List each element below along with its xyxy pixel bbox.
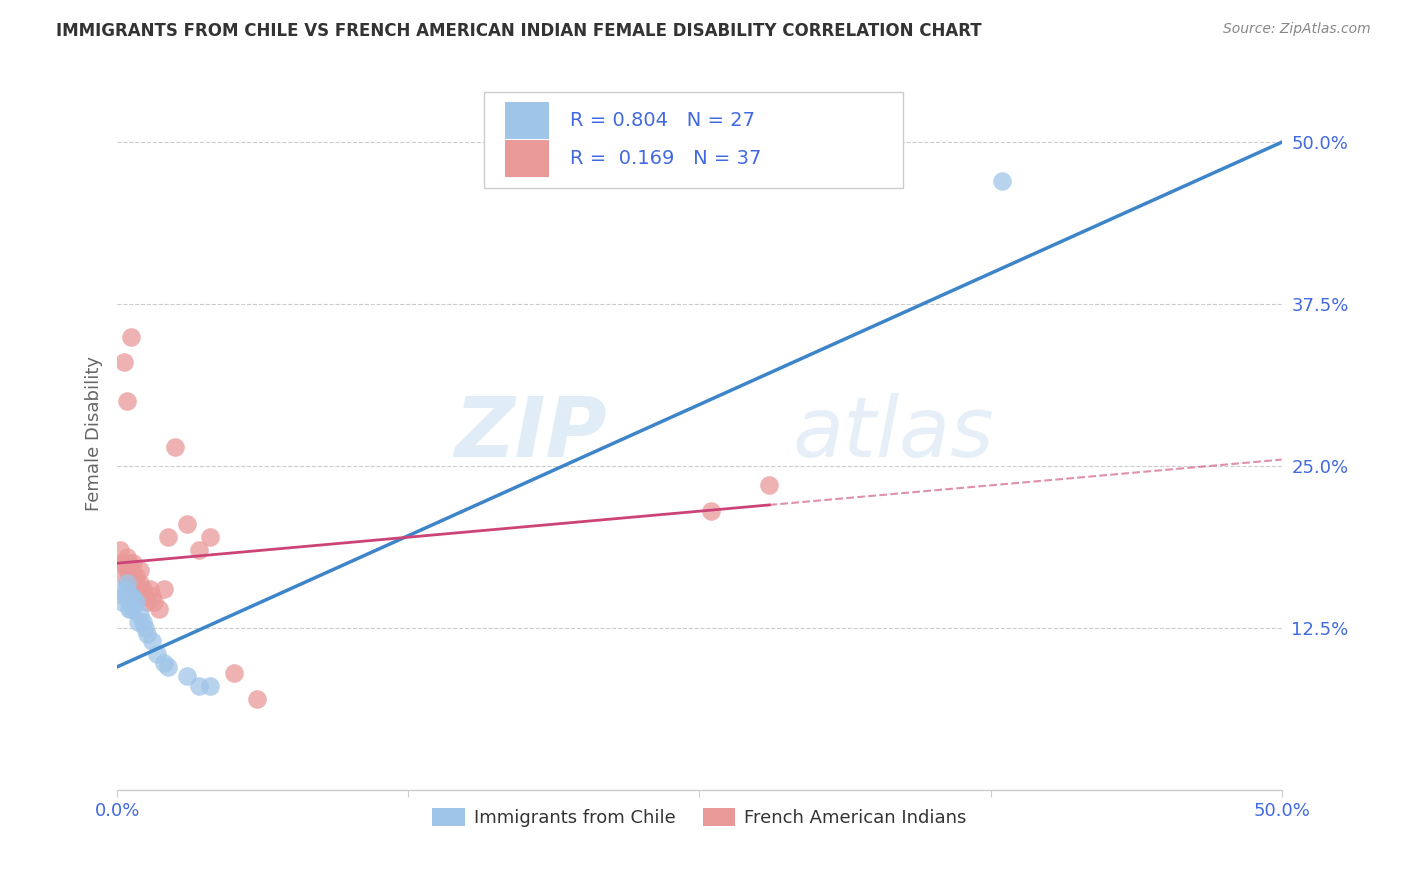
Point xyxy=(991,174,1014,188)
Point xyxy=(115,549,138,564)
Point xyxy=(125,575,148,590)
Point xyxy=(112,355,135,369)
Point xyxy=(111,595,134,609)
Point xyxy=(146,647,169,661)
Text: Source: ZipAtlas.com: Source: ZipAtlas.com xyxy=(1223,22,1371,37)
Point xyxy=(141,634,163,648)
FancyBboxPatch shape xyxy=(505,103,550,139)
Point xyxy=(118,589,141,603)
Text: R =  0.169   N = 37: R = 0.169 N = 37 xyxy=(571,149,762,169)
Point xyxy=(108,543,131,558)
Text: IMMIGRANTS FROM CHILE VS FRENCH AMERICAN INDIAN FEMALE DISABILITY CORRELATION CH: IMMIGRANTS FROM CHILE VS FRENCH AMERICAN… xyxy=(56,22,981,40)
Point xyxy=(246,692,269,706)
Point xyxy=(129,608,152,623)
Point xyxy=(125,595,148,609)
Point xyxy=(127,582,149,596)
Point xyxy=(176,669,198,683)
Point xyxy=(122,599,145,613)
Text: atlas: atlas xyxy=(793,393,994,475)
Point xyxy=(118,595,141,609)
Point xyxy=(141,589,163,603)
Point xyxy=(700,504,723,518)
Point xyxy=(111,556,134,570)
Point xyxy=(136,627,159,641)
Point xyxy=(112,589,135,603)
Point xyxy=(115,582,138,596)
Point xyxy=(112,556,135,570)
Point xyxy=(118,601,141,615)
Y-axis label: Female Disability: Female Disability xyxy=(86,356,103,511)
Point xyxy=(129,563,152,577)
Text: ZIP: ZIP xyxy=(454,393,606,475)
Point xyxy=(118,556,141,570)
Point xyxy=(187,679,209,693)
Point xyxy=(134,589,156,603)
Point xyxy=(200,530,222,544)
Point xyxy=(120,575,142,590)
FancyBboxPatch shape xyxy=(484,92,903,188)
Legend: Immigrants from Chile, French American Indians: Immigrants from Chile, French American I… xyxy=(425,800,974,834)
Point xyxy=(165,440,187,454)
Point xyxy=(112,582,135,596)
Point xyxy=(115,575,138,590)
Point xyxy=(120,595,142,609)
FancyBboxPatch shape xyxy=(505,140,550,178)
Point xyxy=(152,582,174,596)
Point xyxy=(134,621,156,635)
Point xyxy=(112,569,135,583)
Point xyxy=(120,563,142,577)
Point xyxy=(132,582,155,596)
Point xyxy=(120,589,142,603)
Point xyxy=(187,543,209,558)
Point xyxy=(139,582,162,596)
Point xyxy=(200,679,222,693)
Point xyxy=(157,530,180,544)
Point xyxy=(118,569,141,583)
Point xyxy=(122,591,145,606)
Point xyxy=(176,517,198,532)
Point xyxy=(157,660,180,674)
Point xyxy=(115,563,138,577)
Point xyxy=(122,569,145,583)
Point xyxy=(143,595,166,609)
Point xyxy=(129,575,152,590)
Point xyxy=(115,394,138,409)
Point xyxy=(125,569,148,583)
Text: R = 0.804   N = 27: R = 0.804 N = 27 xyxy=(571,112,755,130)
Point xyxy=(120,329,142,343)
Point xyxy=(122,556,145,570)
Point xyxy=(758,478,780,492)
Point xyxy=(152,656,174,670)
Point xyxy=(148,601,170,615)
Point xyxy=(132,615,155,629)
Point xyxy=(222,666,245,681)
Point xyxy=(127,615,149,629)
Point xyxy=(136,595,159,609)
Point xyxy=(120,601,142,615)
